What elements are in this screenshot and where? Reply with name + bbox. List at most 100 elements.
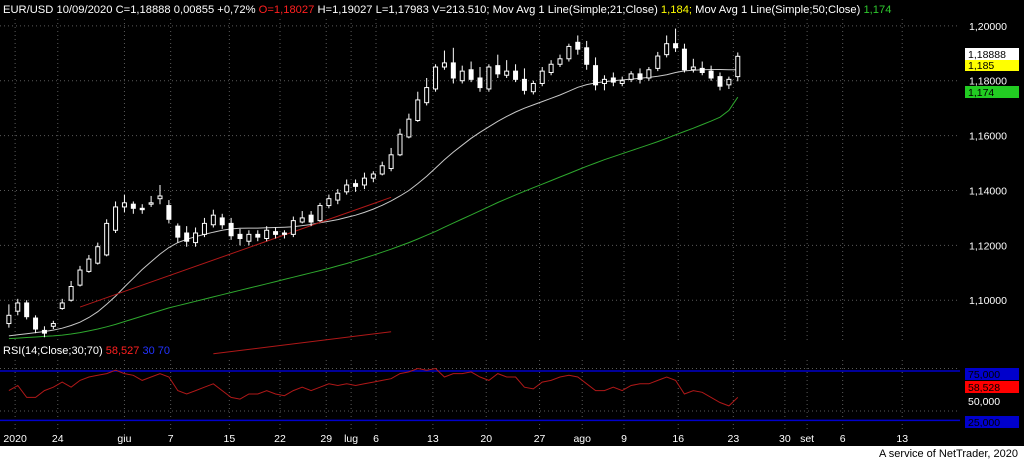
candle-body-up — [148, 202, 154, 205]
candle-body-up — [424, 87, 430, 104]
candlestick — [210, 209, 216, 228]
time-tick-label: 16 — [672, 433, 684, 445]
candle-body-down — [175, 225, 181, 238]
candle-body-up — [539, 70, 545, 84]
rsi-lower-badge-text: 25,000 — [968, 417, 1000, 429]
date-label: 10/09/2020 — [56, 4, 112, 16]
candlestick — [281, 230, 287, 239]
time-tick-label: 6 — [840, 433, 846, 445]
ma50-badge-text: 1,174 — [968, 87, 994, 99]
candlestick — [130, 201, 136, 214]
candle-body-up — [193, 232, 199, 244]
candle-body-up — [370, 173, 376, 179]
rsi-label: RSI(14;Close;30;70) — [3, 345, 103, 357]
candle-body-up — [299, 217, 305, 223]
ma50-line — [8, 96, 739, 340]
candle-body-up — [210, 214, 216, 226]
time-axis: 2020 24 giu 7 15 22 29 lug 6 13 20 27 ago 9 16 23 30 set 6… — [3, 433, 908, 445]
candlestick — [255, 230, 261, 242]
candlestick — [655, 51, 661, 72]
candlestick — [59, 298, 65, 310]
candlestick — [477, 67, 483, 92]
time-tick-label: 29 — [320, 433, 332, 445]
candle-body-down — [353, 183, 359, 187]
ma50-badge — [965, 86, 1019, 98]
rsi-levels: 30 70 — [142, 345, 170, 357]
candle-body-up — [441, 62, 447, 68]
candlestick — [326, 194, 332, 209]
price-tick-label: 1,12000 — [969, 240, 1007, 252]
candle-body-up — [290, 220, 296, 235]
candle-body-down — [24, 302, 30, 318]
candlestick — [530, 80, 536, 95]
candle-body-up — [104, 222, 110, 256]
rsi-value-badge — [965, 381, 1019, 393]
candlestick — [504, 60, 510, 78]
candlestick — [193, 227, 199, 247]
candle-body-up — [557, 58, 563, 65]
candle-body-up — [690, 66, 696, 71]
candle-body-down — [273, 231, 279, 235]
candlestick — [184, 226, 190, 247]
ma21-badge-text: 1,185 — [968, 60, 994, 72]
candlestick — [513, 64, 519, 83]
candlestick — [664, 35, 670, 58]
candlestick — [246, 230, 252, 246]
candle-body-up — [317, 205, 323, 222]
candlestick — [264, 226, 270, 242]
candlestick — [139, 204, 145, 214]
price-tick-label: 1,14000 — [969, 185, 1007, 197]
candlestick — [424, 77, 430, 106]
time-tick-label: giu — [117, 433, 131, 445]
ma21-value: 1,184; — [661, 4, 692, 16]
ma50-value: 1,174 — [863, 4, 891, 16]
candle-body-down — [593, 65, 599, 86]
volume-value: V=213.510; — [432, 4, 490, 16]
candle-body-up — [433, 66, 439, 90]
candle-body-up — [619, 80, 625, 84]
candle-body-up — [6, 314, 12, 325]
time-tick-label: 6 — [373, 433, 379, 445]
candle-body-up — [628, 73, 634, 80]
time-tick-label: 15 — [223, 433, 235, 445]
candlestick — [50, 320, 56, 330]
time-tick-label: 20 — [480, 433, 492, 445]
ma50-label: Mov Avg 1 Line(Simple;50;Close) — [695, 4, 860, 16]
rsi-line — [8, 367, 739, 407]
candlestick — [610, 72, 616, 87]
candle-body-up — [548, 63, 554, 74]
time-tick-label: ago — [573, 433, 591, 445]
rsi-upper-badge — [965, 368, 1019, 380]
open-value: O=1,18027 — [259, 4, 315, 16]
chart-header: EUR/USD 10/09/2020 C=1,18888 0,00855 +0,… — [3, 4, 891, 16]
time-tick-label: 13 — [427, 433, 439, 445]
close-value: C=1,18888 — [116, 4, 171, 16]
ma21-badge — [965, 60, 1019, 71]
candlestick — [77, 265, 83, 287]
price-tick-label: 1,18000 — [969, 76, 1007, 88]
candlestick — [273, 227, 279, 239]
candlestick — [584, 40, 590, 70]
candlestick — [41, 326, 47, 338]
candlestick — [6, 304, 12, 328]
rsi-value: 58,527 — [106, 345, 140, 357]
candlestick — [175, 223, 181, 243]
candle-body-down — [139, 207, 145, 211]
time-tick-label: 2020 — [3, 433, 27, 445]
candlestick — [646, 67, 652, 81]
rsi-mid-tick: 50,000 — [968, 396, 1000, 408]
rsi-lower-badge — [965, 416, 1019, 428]
candlestick — [441, 50, 447, 70]
candlestick — [708, 65, 714, 81]
candlestick — [15, 298, 21, 316]
candle-body-up — [335, 192, 341, 201]
candlestick — [539, 67, 545, 87]
candle-body-down — [41, 329, 47, 334]
price-tick-label: 1,10000 — [969, 295, 1007, 307]
trendline — [79, 196, 392, 308]
candlestick — [317, 202, 323, 223]
candle-body-up — [459, 70, 465, 82]
candle-body-up — [397, 133, 403, 156]
candle-body-up — [77, 269, 83, 286]
candle-body-up — [415, 99, 421, 122]
